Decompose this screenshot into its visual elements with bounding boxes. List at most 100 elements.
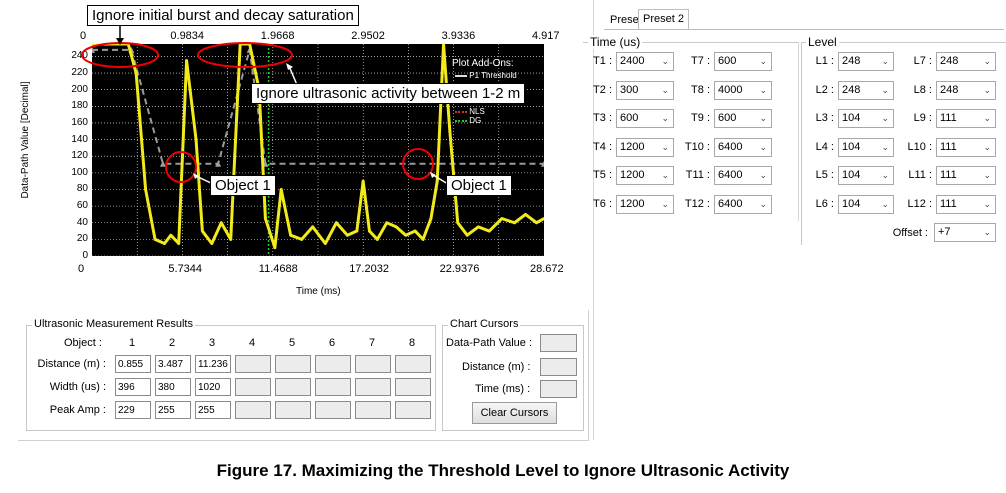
level-label: L6 :	[815, 198, 834, 210]
time-select[interactable]: 1200 ⌄	[616, 166, 674, 186]
results-column-header: 5	[289, 337, 296, 349]
level-select[interactable]: 111 ⌄	[936, 137, 996, 157]
results-column-header: 6	[329, 337, 336, 349]
level-value: 111	[940, 169, 957, 182]
legend-dg[interactable]: DG	[455, 116, 481, 125]
time-select[interactable]: 6400 ⌄	[714, 137, 772, 157]
level-label: L7 :	[913, 55, 932, 67]
bottom-axis-tick: 17.2032	[349, 263, 389, 275]
offset-select[interactable]: +7 ⌄	[934, 223, 996, 242]
results-cell: 0.855	[115, 355, 151, 373]
results-cell	[235, 401, 271, 419]
chevron-down-icon: ⌄	[983, 227, 991, 237]
level-select[interactable]: 104 ⌄	[838, 137, 894, 157]
chevron-down-icon: ⌄	[759, 84, 767, 95]
panel-divider	[593, 0, 594, 440]
y-axis-tick: 80	[76, 183, 88, 195]
time-select[interactable]: 1200 ⌄	[616, 137, 674, 157]
bottom-axis-tick: 22.9376	[439, 263, 480, 275]
results-frame	[18, 310, 589, 441]
data-point	[200, 229, 204, 233]
level-select[interactable]: 104 ⌄	[838, 109, 894, 129]
data-point	[144, 188, 147, 191]
results-column-header: 3	[209, 337, 216, 349]
results-cell	[315, 401, 351, 419]
clear-cursors-button[interactable]: Clear Cursors	[472, 402, 557, 424]
time-select[interactable]: 600 ⌄	[714, 109, 772, 129]
results-cell: 396	[115, 378, 151, 396]
level-label: L5 :	[815, 169, 834, 182]
cursor-data-path-label: Data-Path Value :	[446, 337, 533, 349]
time-select[interactable]: 6400 ⌄	[714, 166, 772, 186]
time-label: T3 :	[593, 112, 612, 125]
chevron-down-icon: ⌄	[983, 199, 991, 209]
cursor-distance-label: Distance (m) :	[462, 361, 531, 373]
chevron-down-icon: ⌄	[661, 141, 669, 152]
time-select[interactable]: 4000 ⌄	[714, 80, 772, 100]
chevron-down-icon: ⌄	[661, 113, 669, 124]
time-select[interactable]: 600 ⌄	[616, 109, 674, 129]
level-select[interactable]: 248 ⌄	[838, 80, 894, 100]
time-select[interactable]: 1200 ⌄	[616, 195, 674, 214]
callout-object-left: Object 1	[210, 175, 276, 196]
data-point	[476, 225, 480, 229]
chevron-down-icon: ⌄	[759, 113, 767, 124]
data-point	[334, 221, 338, 225]
time-label: T1 :	[593, 55, 612, 67]
level-select[interactable]: 248 ⌄	[936, 52, 996, 71]
data-path-plot[interactable]	[92, 44, 544, 256]
level-select[interactable]: 104 ⌄	[838, 166, 894, 186]
time-select[interactable]: 6400 ⌄	[714, 195, 772, 214]
results-cell	[275, 355, 311, 373]
data-point	[210, 242, 214, 245]
data-point	[513, 221, 516, 225]
level-label: L1 :	[815, 55, 834, 67]
object-left-arrow-head	[193, 173, 199, 179]
bottom-axis-tick: 28.672	[530, 263, 564, 275]
object-row-label: Object :	[64, 337, 102, 349]
tab-preset-2[interactable]: Preset 2	[638, 9, 689, 30]
chevron-down-icon: ⌄	[881, 84, 889, 95]
legend-nls[interactable]: NLS	[455, 107, 485, 116]
cursor-time-label: Time (ms) :	[475, 383, 531, 395]
data-point	[385, 221, 389, 225]
level-value: 111	[940, 140, 957, 153]
level-label: L3 :	[815, 112, 834, 125]
cursor-time-field[interactable]	[540, 380, 577, 398]
data-point	[194, 138, 198, 142]
level-label: L12 :	[907, 198, 932, 210]
data-point	[500, 217, 504, 220]
data-point	[163, 242, 166, 245]
y-axis-tick: 160	[71, 116, 88, 128]
legend-p1-threshold[interactable]: P1 Threshold	[455, 71, 517, 80]
data-point	[435, 179, 439, 183]
y-axis-tick: 120	[71, 150, 88, 162]
time-select[interactable]: 600 ⌄	[714, 52, 772, 71]
level-label: L4 :	[815, 140, 834, 153]
time-value: 300	[620, 83, 639, 96]
time-select[interactable]: 300 ⌄	[616, 80, 674, 100]
data-point	[442, 44, 445, 46]
top-axis-tick: 4.917	[532, 30, 560, 42]
level-select[interactable]: 248 ⌄	[936, 80, 996, 100]
level-select[interactable]: 248 ⌄	[838, 52, 894, 71]
chevron-down-icon: ⌄	[881, 199, 889, 209]
level-select[interactable]: 111 ⌄	[936, 166, 996, 186]
level-select[interactable]: 104 ⌄	[838, 195, 894, 214]
time-label: T9 :	[691, 112, 710, 125]
level-select[interactable]: 111 ⌄	[936, 109, 996, 129]
cursor-distance-field[interactable]	[540, 358, 577, 376]
offset-label: Offset :	[892, 227, 928, 239]
chevron-down-icon: ⌄	[983, 84, 991, 95]
results-cell: 255	[195, 401, 231, 419]
level-select[interactable]: 111 ⌄	[936, 195, 996, 214]
data-point	[264, 217, 267, 220]
time-select[interactable]: 2400 ⌄	[616, 52, 674, 71]
time-value: 600	[718, 55, 737, 67]
results-cell	[315, 378, 351, 396]
legend-nls-label: NLS	[469, 107, 485, 116]
results-row-label: Width (us) :	[49, 381, 106, 393]
cursor-data-path-field[interactable]	[540, 334, 577, 352]
chevron-down-icon: ⌄	[881, 170, 889, 181]
results-row-label: Distance (m) :	[37, 358, 106, 370]
